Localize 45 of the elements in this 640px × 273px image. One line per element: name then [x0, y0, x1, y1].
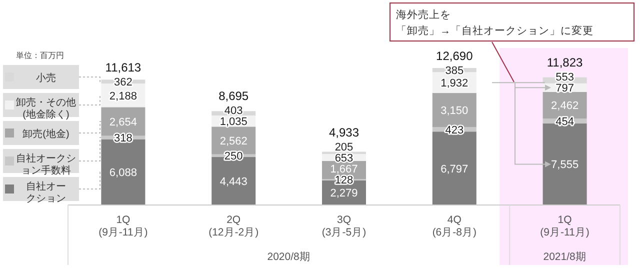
legend-label: 卸売(地金)	[22, 128, 70, 140]
data-label: 653	[334, 152, 354, 164]
data-label: 4,443	[220, 176, 248, 188]
data-label: 423	[445, 124, 464, 136]
text: 「卸売」→「自社オークション」に変更	[396, 24, 594, 37]
bar	[432, 93, 476, 128]
x-tick-label: 1Q (9月-11月)	[540, 214, 590, 239]
text: 単位：百万円	[16, 51, 64, 60]
text: 小売	[36, 72, 56, 84]
data-label: 553	[556, 72, 574, 84]
data-label: 1,035	[220, 116, 248, 128]
data-label: 454	[556, 116, 574, 128]
total-label: 11,613	[105, 60, 142, 75]
data-label: 385	[445, 65, 464, 78]
total-label: 12,690	[436, 49, 474, 64]
text: 海外売上を	[396, 8, 451, 21]
legend-label: 卸売・その他(地金除く)	[16, 96, 76, 120]
data-label: 362	[114, 76, 132, 89]
x-tick-label: 2Q (12月-2月)	[208, 214, 259, 239]
data-label: 6,088	[109, 167, 137, 180]
data-label: 2,462	[551, 100, 579, 112]
data-label: 3,150	[440, 105, 468, 118]
x-tick-label: 3Q (3月-5月)	[322, 214, 366, 239]
data-label: 2,562	[220, 135, 248, 148]
data-label: 2,188	[109, 90, 137, 102]
text: 2020/8期	[267, 251, 310, 263]
data-label: 2,279	[330, 188, 358, 200]
x-tick-label: 1Q (9月-11月)	[98, 214, 148, 239]
data-label: 7,555	[551, 159, 579, 172]
x-tick-label: 4Q (6月-8月)	[432, 214, 476, 239]
data-label: 250	[224, 150, 243, 163]
data-label: 318	[114, 132, 132, 145]
total-label: 4,933	[328, 125, 360, 140]
data-label: 205	[334, 141, 354, 154]
data-label: 2,654	[109, 116, 137, 128]
legend-label: 自社オークション	[26, 180, 66, 204]
text: 2021/8期	[543, 251, 586, 263]
data-label: 1,667	[330, 164, 358, 176]
data-label: 1,932	[440, 78, 468, 90]
data-label: 403	[224, 105, 243, 118]
data-label: 6,797	[440, 163, 468, 176]
total-label: 8,695	[218, 89, 249, 104]
legend-label: 自社オークション手数料	[16, 152, 76, 176]
total-label: 11,823	[546, 56, 584, 70]
data-label: 797	[556, 82, 574, 95]
